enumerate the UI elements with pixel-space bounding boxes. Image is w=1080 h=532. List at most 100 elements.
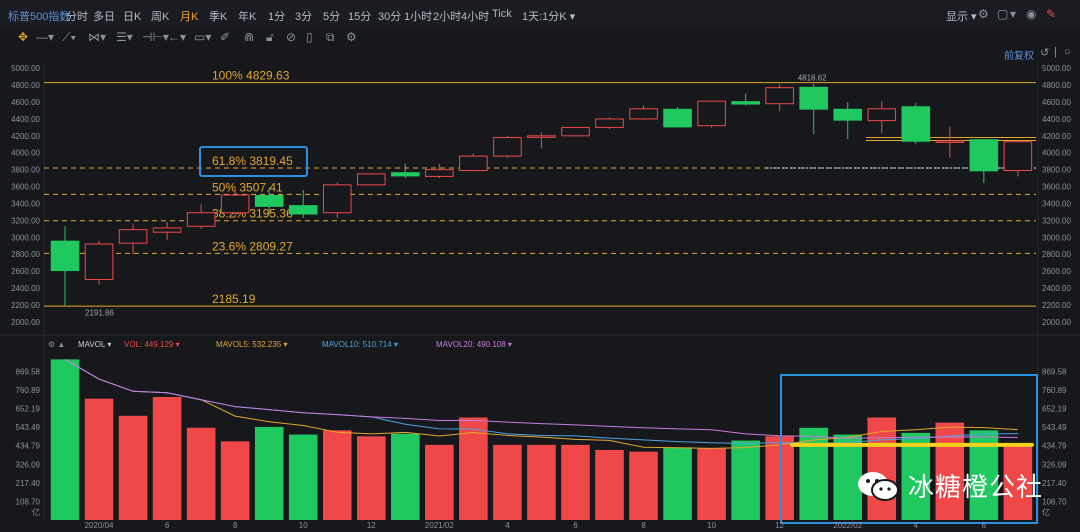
magnet-icon[interactable]: ⋒	[244, 30, 255, 44]
tab-period-active[interactable]: 月K	[180, 11, 199, 23]
candle-body	[935, 140, 965, 143]
candle-body	[84, 243, 114, 281]
delete-icon[interactable]: ▯	[306, 30, 313, 44]
volume-bar	[118, 415, 148, 520]
price-tick-left: 3000.00	[11, 233, 40, 242]
x-axis-tick: 6	[573, 521, 578, 530]
volume-tick-left: 217.40	[16, 479, 41, 488]
volume-legend-item: MAVOL20: 490.108 ▾	[436, 340, 512, 349]
price-tick-left: 4000.00	[11, 149, 40, 158]
drawing-toolbar: ✥ —▾ ⟋▾ ⋈▾ ☰▾ ⊣⊢▾ ←▾ ▭▾ ✐ ⋒ 🔓︎ ⊘ ▯ ⧉ ⚙	[0, 28, 1080, 48]
fib-tool-icon[interactable]: ☰▾	[116, 30, 133, 44]
volume-bar	[867, 417, 897, 520]
tab-period[interactable]: 季K	[209, 11, 228, 23]
volume-indicator-name: MAVOL ▾	[78, 340, 111, 349]
pen-icon[interactable]: ✎	[1046, 7, 1057, 21]
trend-tool-icon[interactable]: ⟋▾	[62, 30, 77, 44]
candle-body	[118, 229, 148, 244]
tool-settings-icon[interactable]: ⚙	[346, 30, 357, 44]
candle-body	[459, 155, 488, 171]
low-price-annotation: 2191.86	[85, 309, 114, 318]
volume-bar	[84, 398, 114, 520]
dropdown-icon[interactable]: ▾	[1010, 7, 1017, 21]
tab-period[interactable]: 年K	[238, 11, 257, 23]
volume-bar	[391, 433, 420, 520]
move-icon[interactable]: ✥	[18, 30, 29, 44]
volume-tick-left: 108.70	[16, 497, 41, 506]
volume-legend-item: VOL: 449.129 ▾	[124, 340, 180, 349]
hide-icon[interactable]: ⊘	[286, 30, 297, 44]
price-tick-right: 3400.00	[1042, 199, 1071, 208]
highlight-box-volume	[780, 374, 1038, 524]
lock-icon[interactable]: 🔓︎	[266, 30, 274, 44]
wechat-icon	[856, 470, 900, 502]
range-tool-icon[interactable]: ⊣⊢▾	[142, 30, 169, 44]
candle-body	[220, 194, 250, 214]
settings-icon[interactable]: ⚙	[978, 7, 989, 21]
candle-body	[254, 195, 284, 207]
note-tool-icon[interactable]: ▭▾	[194, 30, 212, 44]
line-tool-icon[interactable]: —▾	[36, 30, 55, 44]
symbol-title[interactable]: 标普500指数	[8, 11, 71, 23]
tab-period[interactable]: 4小时	[461, 11, 490, 23]
camera-icon[interactable]: ◉	[1026, 7, 1037, 21]
price-tick-left: 2400.00	[11, 284, 40, 293]
price-tick-left: 4600.00	[11, 98, 40, 107]
candle-body	[561, 126, 590, 137]
window-icon[interactable]: ▢	[997, 7, 1009, 21]
volume-indicator-settings-icon: ⚙ ▲	[48, 340, 65, 349]
tab-period[interactable]: 1小时	[404, 11, 433, 23]
volume-tick-right: 217.40	[1042, 479, 1067, 488]
adjust-restore-button[interactable]: 前复权	[1004, 51, 1034, 62]
price-tick-right: 4400.00	[1042, 115, 1071, 124]
fork-tool-icon[interactable]: ⋈▾	[88, 30, 107, 44]
tab-period[interactable]: 多日	[93, 11, 115, 23]
arrow-tool-icon[interactable]: ←▾	[168, 30, 187, 44]
price-tick-right: 3600.00	[1042, 183, 1071, 192]
candle-body	[731, 101, 760, 105]
tab-period[interactable]: 分时	[66, 11, 88, 23]
candle-body	[50, 240, 80, 272]
price-tick-right: 3200.00	[1042, 216, 1071, 225]
display-dropdown[interactable]: 显示 ▾	[946, 11, 977, 23]
price-tick-left: 2000.00	[11, 318, 40, 327]
tab-period[interactable]: 2小时	[433, 11, 462, 23]
volume-tick-right: 543.49	[1042, 423, 1067, 432]
tab-period[interactable]: 30分	[378, 11, 402, 23]
candle-body	[867, 108, 897, 122]
volume-bar	[322, 430, 352, 520]
candle-body	[493, 137, 522, 157]
tab-period[interactable]: 5分	[323, 11, 341, 23]
price-tick-right: 3000.00	[1042, 233, 1071, 242]
volume-bar	[595, 449, 624, 520]
fib-level-label: 50% 3507.41	[212, 180, 283, 194]
tab-period[interactable]: 1分	[268, 11, 286, 23]
price-tick-right: 2800.00	[1042, 250, 1071, 259]
tab-period[interactable]: 3分	[295, 11, 313, 23]
watermark: 冰糖橙公社	[856, 467, 1043, 504]
x-axis-tick: 6	[982, 521, 987, 530]
high-price-annotation: 4818.62	[798, 74, 827, 83]
tab-period[interactable]: Tick	[492, 8, 512, 20]
pencil-tool-icon[interactable]: ✐	[220, 30, 231, 44]
tab-period[interactable]: 15分	[348, 11, 372, 23]
volume-bar	[459, 417, 488, 520]
reset-icon[interactable]: ↺	[1040, 47, 1050, 59]
volume-bar	[561, 444, 590, 520]
tab-period[interactable]: 周K	[151, 11, 170, 23]
price-tick-left: 2800.00	[11, 250, 40, 259]
x-axis-tick: 12	[367, 521, 376, 530]
circle-icon[interactable]: ○	[1064, 46, 1071, 58]
x-axis-tick: 10	[299, 521, 308, 530]
volume-tick-left: 434.79	[16, 442, 41, 451]
price-tick-left: 3800.00	[11, 166, 40, 175]
tab-interval-dropdown[interactable]: 1天:1分K ▾	[522, 11, 576, 23]
price-tick-right: 2200.00	[1042, 301, 1071, 310]
layer-icon[interactable]: ⧉	[326, 30, 335, 44]
tab-period[interactable]: 日K	[123, 11, 142, 23]
fib-level-label: 23.6% 2809.27	[212, 239, 293, 253]
x-axis-tick: 4	[914, 521, 919, 530]
volume-bar	[765, 436, 794, 520]
price-tick-left: 3600.00	[11, 183, 40, 192]
